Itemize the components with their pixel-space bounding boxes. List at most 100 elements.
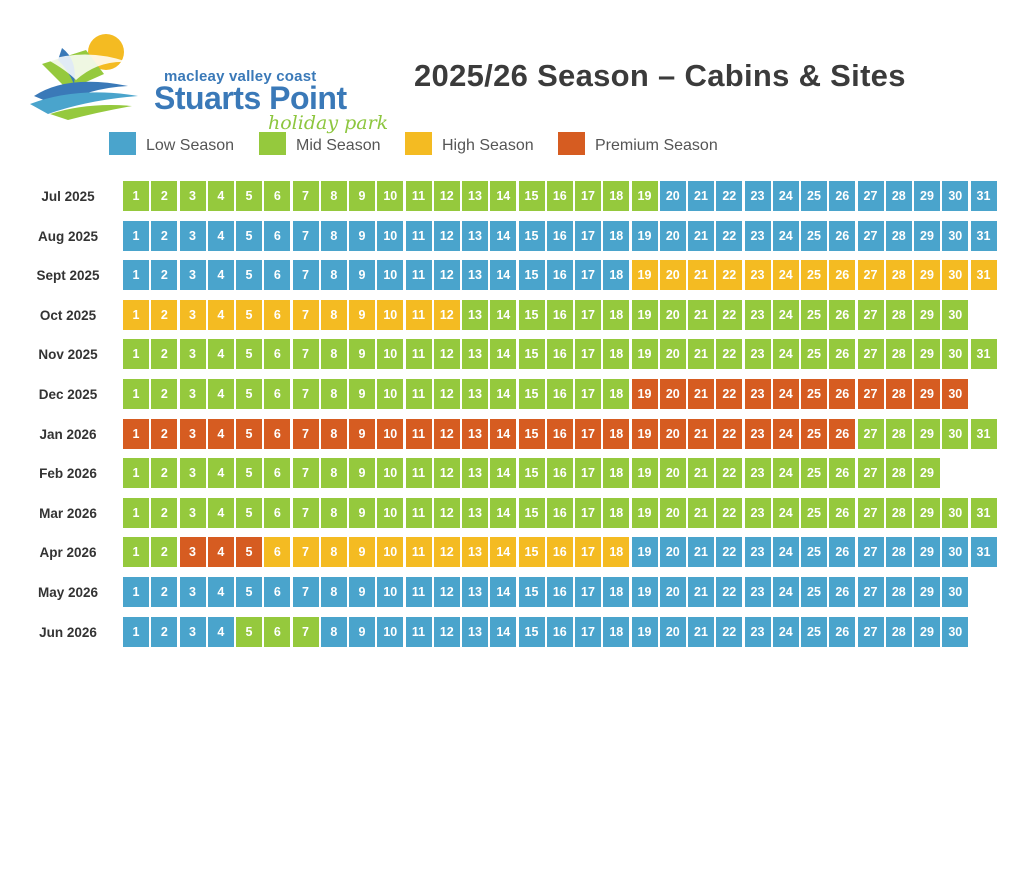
day-cell: 4 bbox=[207, 299, 234, 330]
day-cell: 25 bbox=[801, 537, 827, 568]
day-cell: 3 bbox=[179, 220, 206, 251]
day-cell: 5 bbox=[236, 299, 262, 330]
day-cell: 19 bbox=[631, 577, 658, 607]
day-cell: 16 bbox=[546, 220, 573, 251]
day-cell: 28 bbox=[885, 537, 912, 568]
day-cell: 18 bbox=[603, 497, 630, 528]
day-cell: 24 bbox=[772, 537, 799, 568]
day-cell: 17 bbox=[575, 299, 601, 330]
day-cell: 19 bbox=[631, 418, 658, 449]
legend-label-high: High Season bbox=[442, 137, 534, 154]
day-cell: 29 bbox=[914, 379, 940, 409]
page-title: 2025/26 Season – Cabins & Sites bbox=[414, 58, 906, 93]
day-cell: 8 bbox=[320, 458, 347, 489]
day-cell: 18 bbox=[603, 379, 630, 409]
day-cell: 29 bbox=[914, 497, 940, 528]
day-cell: 3 bbox=[179, 260, 206, 291]
day-cell: 18 bbox=[603, 299, 630, 330]
day-cell: 2 bbox=[151, 497, 178, 528]
day-cell: 4 bbox=[207, 616, 234, 647]
logo-subtitle: holiday park bbox=[268, 112, 389, 134]
day-cell: 26 bbox=[829, 418, 856, 449]
day-cell: 28 bbox=[885, 260, 912, 291]
day-cell: 1 bbox=[123, 458, 149, 489]
day-cell: 27 bbox=[857, 537, 884, 568]
day-cell: 15 bbox=[518, 497, 545, 528]
logo-tagline: macleay valley coast bbox=[164, 68, 317, 85]
day-cell: 4 bbox=[207, 379, 234, 409]
day-cell: 24 bbox=[772, 418, 799, 449]
day-cell: 5 bbox=[236, 537, 262, 568]
day-cell: 10 bbox=[377, 339, 404, 370]
day-cell: 7 bbox=[292, 418, 319, 449]
day-cell: 16 bbox=[546, 181, 573, 211]
day-cell: 6 bbox=[264, 181, 291, 211]
day-cell: 21 bbox=[688, 339, 714, 370]
day-cell: 16 bbox=[546, 260, 573, 291]
day-cell: 26 bbox=[829, 497, 856, 528]
day-cell: 17 bbox=[575, 458, 601, 489]
day-cell: 23 bbox=[744, 537, 771, 568]
day-cell: 16 bbox=[546, 577, 573, 607]
legend-label-low: Low Season bbox=[146, 137, 235, 154]
day-cell: 12 bbox=[433, 299, 460, 330]
day-cell: 23 bbox=[744, 418, 771, 449]
day-cell: 28 bbox=[885, 339, 912, 370]
day-cell: 21 bbox=[688, 458, 714, 489]
day-cell: 12 bbox=[433, 260, 460, 291]
day-cell: 19 bbox=[631, 497, 658, 528]
day-cell: 5 bbox=[236, 497, 262, 528]
day-cell: 1 bbox=[123, 379, 149, 409]
day-cell: 21 bbox=[688, 181, 714, 211]
day-cell: 26 bbox=[829, 260, 856, 291]
day-cell: 8 bbox=[320, 299, 347, 330]
day-cell: 12 bbox=[433, 418, 460, 449]
day-cell: 15 bbox=[518, 260, 545, 291]
day-cell: 4 bbox=[207, 260, 234, 291]
day-cell: 5 bbox=[236, 458, 262, 489]
day-cell: 13 bbox=[462, 299, 488, 330]
day-cell: 14 bbox=[490, 299, 517, 330]
day-cell: 19 bbox=[631, 616, 658, 647]
day-cell: 24 bbox=[772, 339, 799, 370]
day-cell: 30 bbox=[942, 181, 969, 211]
day-cell: 31 bbox=[970, 418, 997, 449]
day-cell: 14 bbox=[490, 260, 517, 291]
day-cell: 24 bbox=[772, 577, 799, 607]
day-cell: 12 bbox=[433, 458, 460, 489]
day-cell: 10 bbox=[377, 379, 404, 409]
day-cell: 9 bbox=[349, 220, 375, 251]
day-cell: 29 bbox=[914, 418, 940, 449]
day-cell: 9 bbox=[349, 339, 375, 370]
day-cell: 12 bbox=[433, 616, 460, 647]
day-cell: 20 bbox=[659, 299, 686, 330]
day-cell: 23 bbox=[744, 379, 771, 409]
day-cell: 12 bbox=[433, 497, 460, 528]
day-cell: 3 bbox=[179, 497, 206, 528]
day-cell: 12 bbox=[433, 220, 460, 251]
day-cell: 13 bbox=[462, 181, 488, 211]
day-cell: 5 bbox=[236, 616, 262, 647]
day-cell: 5 bbox=[236, 577, 262, 607]
day-cell: 6 bbox=[264, 458, 291, 489]
day-cell: 6 bbox=[264, 577, 291, 607]
day-cell: 9 bbox=[349, 537, 375, 568]
day-cell: 13 bbox=[462, 458, 488, 489]
day-cell: 8 bbox=[320, 497, 347, 528]
day-cell: 11 bbox=[405, 577, 432, 607]
day-cell: 17 bbox=[575, 181, 601, 211]
day-cell: 29 bbox=[914, 537, 940, 568]
day-cell: 20 bbox=[659, 577, 686, 607]
day-cell: 4 bbox=[207, 181, 234, 211]
day-cell: 26 bbox=[829, 220, 856, 251]
logo-name: Stuarts Point bbox=[154, 80, 347, 116]
day-cell: 21 bbox=[688, 497, 714, 528]
day-cell: 28 bbox=[885, 379, 912, 409]
day-cell: 22 bbox=[716, 220, 743, 251]
day-cell: 30 bbox=[942, 616, 969, 647]
day-cell: 27 bbox=[857, 220, 884, 251]
day-cell: 31 bbox=[970, 181, 997, 211]
day-cell: 31 bbox=[970, 260, 997, 291]
day-cell: 10 bbox=[377, 299, 404, 330]
day-cell: 21 bbox=[688, 299, 714, 330]
